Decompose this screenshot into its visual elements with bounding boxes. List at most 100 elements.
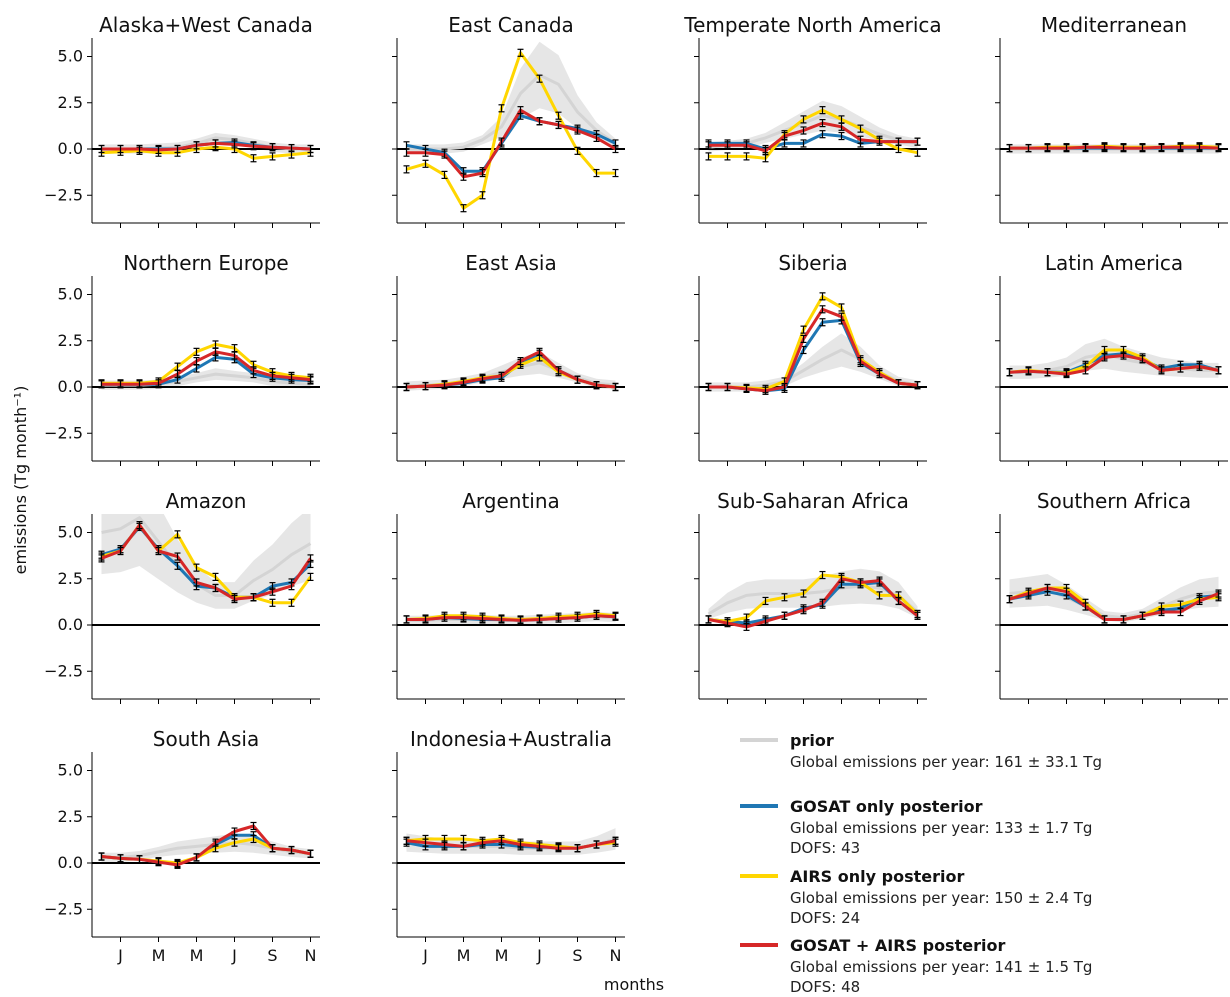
- legend-emissions: Global emissions per year: 161 ± 33.1 Tg: [790, 753, 1102, 771]
- panel: East Canada: [392, 13, 625, 228]
- legend-entry-prior: prior Global emissions per year: 161 ± 33…: [740, 731, 1102, 771]
- error-bar: [1063, 587, 1070, 596]
- error-bar: [269, 598, 276, 607]
- error-bar: [136, 855, 143, 864]
- error-bar: [460, 842, 467, 851]
- error-bar: [781, 382, 788, 392]
- error-bar: [460, 204, 467, 213]
- panel-title: Amazon: [166, 489, 247, 513]
- panel: Argentina: [392, 489, 625, 704]
- legend-entry-airs: AIRS only posterior Global emissions per …: [740, 867, 1092, 927]
- y-tick-label: 5.0: [58, 47, 83, 66]
- y-axis-label: emissions (Tg month⁻¹): [11, 386, 30, 575]
- error-bar: [819, 598, 826, 607]
- error-bar: [555, 120, 562, 130]
- error-bar: [193, 563, 200, 572]
- error-bar: [517, 106, 524, 115]
- error-bar: [155, 857, 162, 867]
- series-line-joint: [1009, 354, 1219, 376]
- error-bar: [460, 378, 467, 387]
- error-bar: [98, 144, 105, 154]
- error-bar: [288, 845, 295, 855]
- error-bar: [838, 303, 845, 312]
- error-bar: [422, 838, 429, 847]
- error-bar: [1177, 364, 1184, 373]
- error-bar: [117, 380, 124, 389]
- series-line-joint: [406, 839, 616, 850]
- error-bar: [857, 124, 864, 133]
- error-bar: [705, 382, 712, 392]
- series-line-joint: [101, 141, 311, 152]
- x-tick-label: M: [495, 946, 509, 965]
- panel: Siberia: [694, 251, 927, 466]
- error-bar: [800, 589, 807, 598]
- error-bar: [743, 141, 750, 150]
- error-bar: [231, 594, 238, 604]
- panel: Indonesia+Australia J M M J S N: [392, 727, 625, 965]
- error-bar: [174, 369, 181, 379]
- y-tick-label: 0.0: [58, 377, 83, 396]
- legend-entry-gosat: GOSAT only posterior Global emissions per…: [740, 797, 1092, 857]
- error-bar: [914, 148, 921, 157]
- plot-area: [1000, 574, 1228, 626]
- error-bar: [231, 838, 238, 847]
- series-line-prior: [707, 584, 919, 616]
- y-tick-label: 0.0: [58, 853, 83, 872]
- error-bar: [517, 616, 524, 625]
- panel-grid: Alaska+West Canada −2.5 0.0 2.5 5.0 East Cana…: [44, 13, 1228, 965]
- error-bar: [441, 840, 448, 849]
- error-bar: [155, 145, 162, 155]
- error-bar: [212, 572, 219, 582]
- series-line-joint: [708, 121, 918, 153]
- error-bar: [155, 546, 162, 556]
- y-tick-label: 5.0: [58, 761, 83, 780]
- legend-name: GOSAT + AIRS posterior: [790, 936, 1005, 955]
- error-bar: [288, 143, 295, 153]
- error-bar: [174, 144, 181, 154]
- error-bar: [403, 382, 410, 392]
- error-bar: [479, 191, 486, 200]
- error-bar: [838, 312, 845, 321]
- error-bar: [1082, 602, 1089, 611]
- error-bar: [800, 139, 807, 148]
- error-bar: [743, 622, 750, 631]
- error-bar: [574, 613, 581, 622]
- x-tick-label: J: [117, 946, 123, 965]
- plot-area: [699, 100, 927, 163]
- error-bar: [307, 144, 314, 154]
- error-bar: [724, 141, 731, 150]
- error-bar: [555, 366, 562, 375]
- error-bar: [250, 593, 257, 602]
- error-bar: [914, 611, 921, 620]
- error-bar: [498, 836, 505, 845]
- x-tick-label: J: [536, 946, 542, 965]
- error-bar: [403, 836, 410, 845]
- series-line-gosat: [406, 114, 617, 173]
- error-bar: [819, 118, 826, 128]
- error-bar: [1158, 607, 1165, 617]
- panel-title: Southern Africa: [1037, 489, 1191, 513]
- series-line-prior: [406, 73, 617, 151]
- error-bar: [422, 615, 429, 624]
- series-line-joint: [406, 350, 616, 389]
- error-bar: [819, 292, 826, 301]
- error-bar: [231, 140, 238, 149]
- prior-band: [406, 41, 616, 154]
- plot-area: [397, 347, 625, 392]
- error-bar: [250, 366, 257, 375]
- error-bar: [212, 139, 219, 148]
- panel-title: Mediterranean: [1041, 13, 1187, 37]
- legend-entry-joint: GOSAT + AIRS posterior Global emissions p…: [740, 936, 1092, 996]
- series-line-joint: [1009, 586, 1220, 621]
- x-tick-label: J: [422, 946, 428, 965]
- plot-area: [699, 568, 927, 631]
- error-bar: [800, 126, 807, 135]
- error-bar: [876, 591, 883, 600]
- error-bar: [498, 615, 505, 624]
- y-tick-label: 5.0: [58, 523, 83, 542]
- error-bar: [536, 615, 543, 624]
- error-bar: [555, 614, 562, 623]
- error-bar: [441, 150, 448, 159]
- x-tick-label: M: [457, 946, 471, 965]
- error-bar: [1215, 143, 1222, 153]
